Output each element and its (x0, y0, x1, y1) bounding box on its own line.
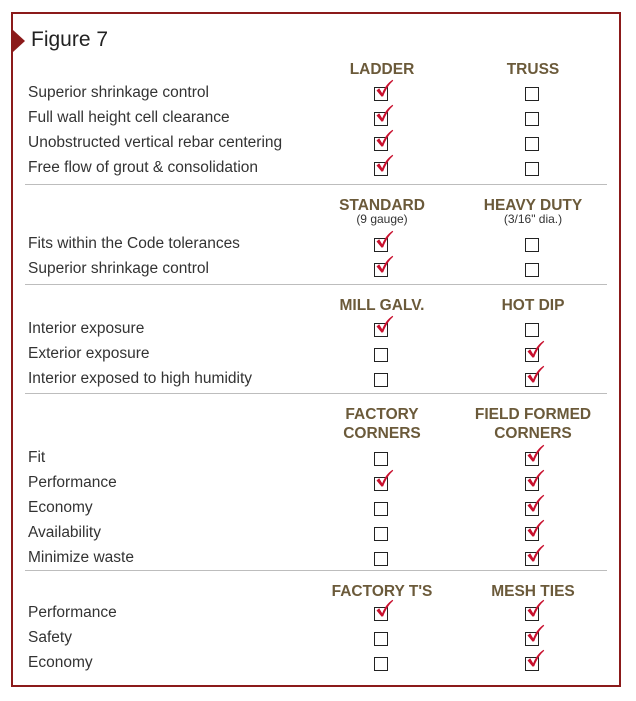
empty-checkbox-icon (374, 502, 388, 516)
table-row: Fit (13, 444, 619, 472)
row-label: Performance (28, 604, 117, 621)
red-check-icon (525, 649, 545, 671)
section-divider (25, 570, 607, 571)
red-check-icon (525, 469, 545, 491)
row-label: Safety (28, 629, 72, 646)
column-header: FIELD FORMED CORNERS (474, 406, 592, 442)
red-check-icon (525, 340, 545, 362)
column-header: LADDER (349, 61, 415, 78)
table-row: Fits within the Code tolerances (13, 230, 619, 258)
red-check-icon (374, 129, 394, 151)
red-check-icon (525, 494, 545, 516)
table-row: Interior exposure (13, 315, 619, 343)
empty-checkbox-icon (374, 552, 388, 566)
red-check-icon (374, 104, 394, 126)
column-subheader: (3/16" dia.) (503, 212, 563, 226)
red-check-icon (525, 444, 545, 466)
table-row: Performance (13, 469, 619, 497)
row-label: Availability (28, 524, 101, 541)
column-header: MILL GALV. (339, 297, 425, 314)
red-check-icon (525, 544, 545, 566)
red-check-icon (525, 519, 545, 541)
empty-checkbox-icon (374, 632, 388, 646)
red-check-icon (374, 469, 394, 491)
row-label: Interior exposed to high humidity (28, 370, 253, 387)
figure-title: Figure 7 (31, 28, 109, 51)
figure-marker-icon (13, 30, 25, 52)
row-label: Superior shrinkage control (28, 260, 209, 277)
red-check-icon (374, 154, 394, 176)
red-check-icon (374, 599, 394, 621)
column-header: MESH TIES (491, 583, 575, 600)
table-row: Safety (13, 624, 619, 652)
section-divider (25, 284, 607, 285)
table-row: Minimize waste (13, 544, 619, 572)
empty-checkbox-icon (374, 527, 388, 541)
red-check-icon (374, 79, 394, 101)
row-label: Performance (28, 474, 117, 491)
row-label: Exterior exposure (28, 345, 150, 362)
empty-checkbox-icon (374, 348, 388, 362)
section-divider (25, 184, 607, 185)
red-check-icon (525, 365, 545, 387)
column-header: TRUSS (506, 61, 560, 78)
empty-checkbox-icon (525, 162, 539, 176)
table-row: Superior shrinkage control (13, 79, 619, 107)
row-label: Unobstructed vertical rebar centering (28, 134, 283, 151)
empty-checkbox-icon (525, 137, 539, 151)
empty-checkbox-icon (525, 238, 539, 252)
red-check-icon (525, 599, 545, 621)
column-header: HOT DIP (501, 297, 565, 314)
row-label: Economy (28, 654, 93, 671)
row-label: Superior shrinkage control (28, 84, 209, 101)
row-label: Economy (28, 499, 93, 516)
table-row: Availability (13, 519, 619, 547)
table-row: Superior shrinkage control (13, 255, 619, 283)
table-row: Economy (13, 494, 619, 522)
column-header: FACTORY CORNERS (343, 406, 421, 442)
table-row: Full wall height cell clearance (13, 104, 619, 132)
red-check-icon (374, 230, 394, 252)
empty-checkbox-icon (525, 323, 539, 337)
table-row: Performance (13, 599, 619, 627)
row-label: Free flow of grout & consolidation (28, 159, 259, 176)
empty-checkbox-icon (525, 263, 539, 277)
row-label: Fit (28, 449, 46, 466)
column-header: STANDARD (339, 197, 425, 214)
empty-checkbox-icon (525, 112, 539, 126)
column-header: FACTORY T'S (331, 583, 433, 600)
red-check-icon (374, 315, 394, 337)
empty-checkbox-icon (374, 373, 388, 387)
table-row: Unobstructed vertical rebar centering (13, 129, 619, 157)
empty-checkbox-icon (374, 452, 388, 466)
table-row: Free flow of grout & consolidation (13, 154, 619, 182)
section-divider (25, 393, 607, 394)
empty-checkbox-icon (525, 87, 539, 101)
empty-checkbox-icon (374, 657, 388, 671)
column-header: HEAVY DUTY (483, 197, 583, 214)
row-label: Interior exposure (28, 320, 145, 337)
table-row: Interior exposed to high humidity (13, 365, 619, 393)
table-row: Exterior exposure (13, 340, 619, 368)
red-check-icon (525, 624, 545, 646)
figure-frame: Figure 7 LADDER TRUSS Superior shrinkage c… (11, 12, 621, 687)
column-subheader: (9 gauge) (356, 212, 408, 226)
red-check-icon (374, 255, 394, 277)
row-label: Full wall height cell clearance (28, 109, 230, 126)
row-label: Minimize waste (28, 549, 134, 566)
table-row: Economy (13, 649, 619, 677)
row-label: Fits within the Code tolerances (28, 235, 240, 252)
